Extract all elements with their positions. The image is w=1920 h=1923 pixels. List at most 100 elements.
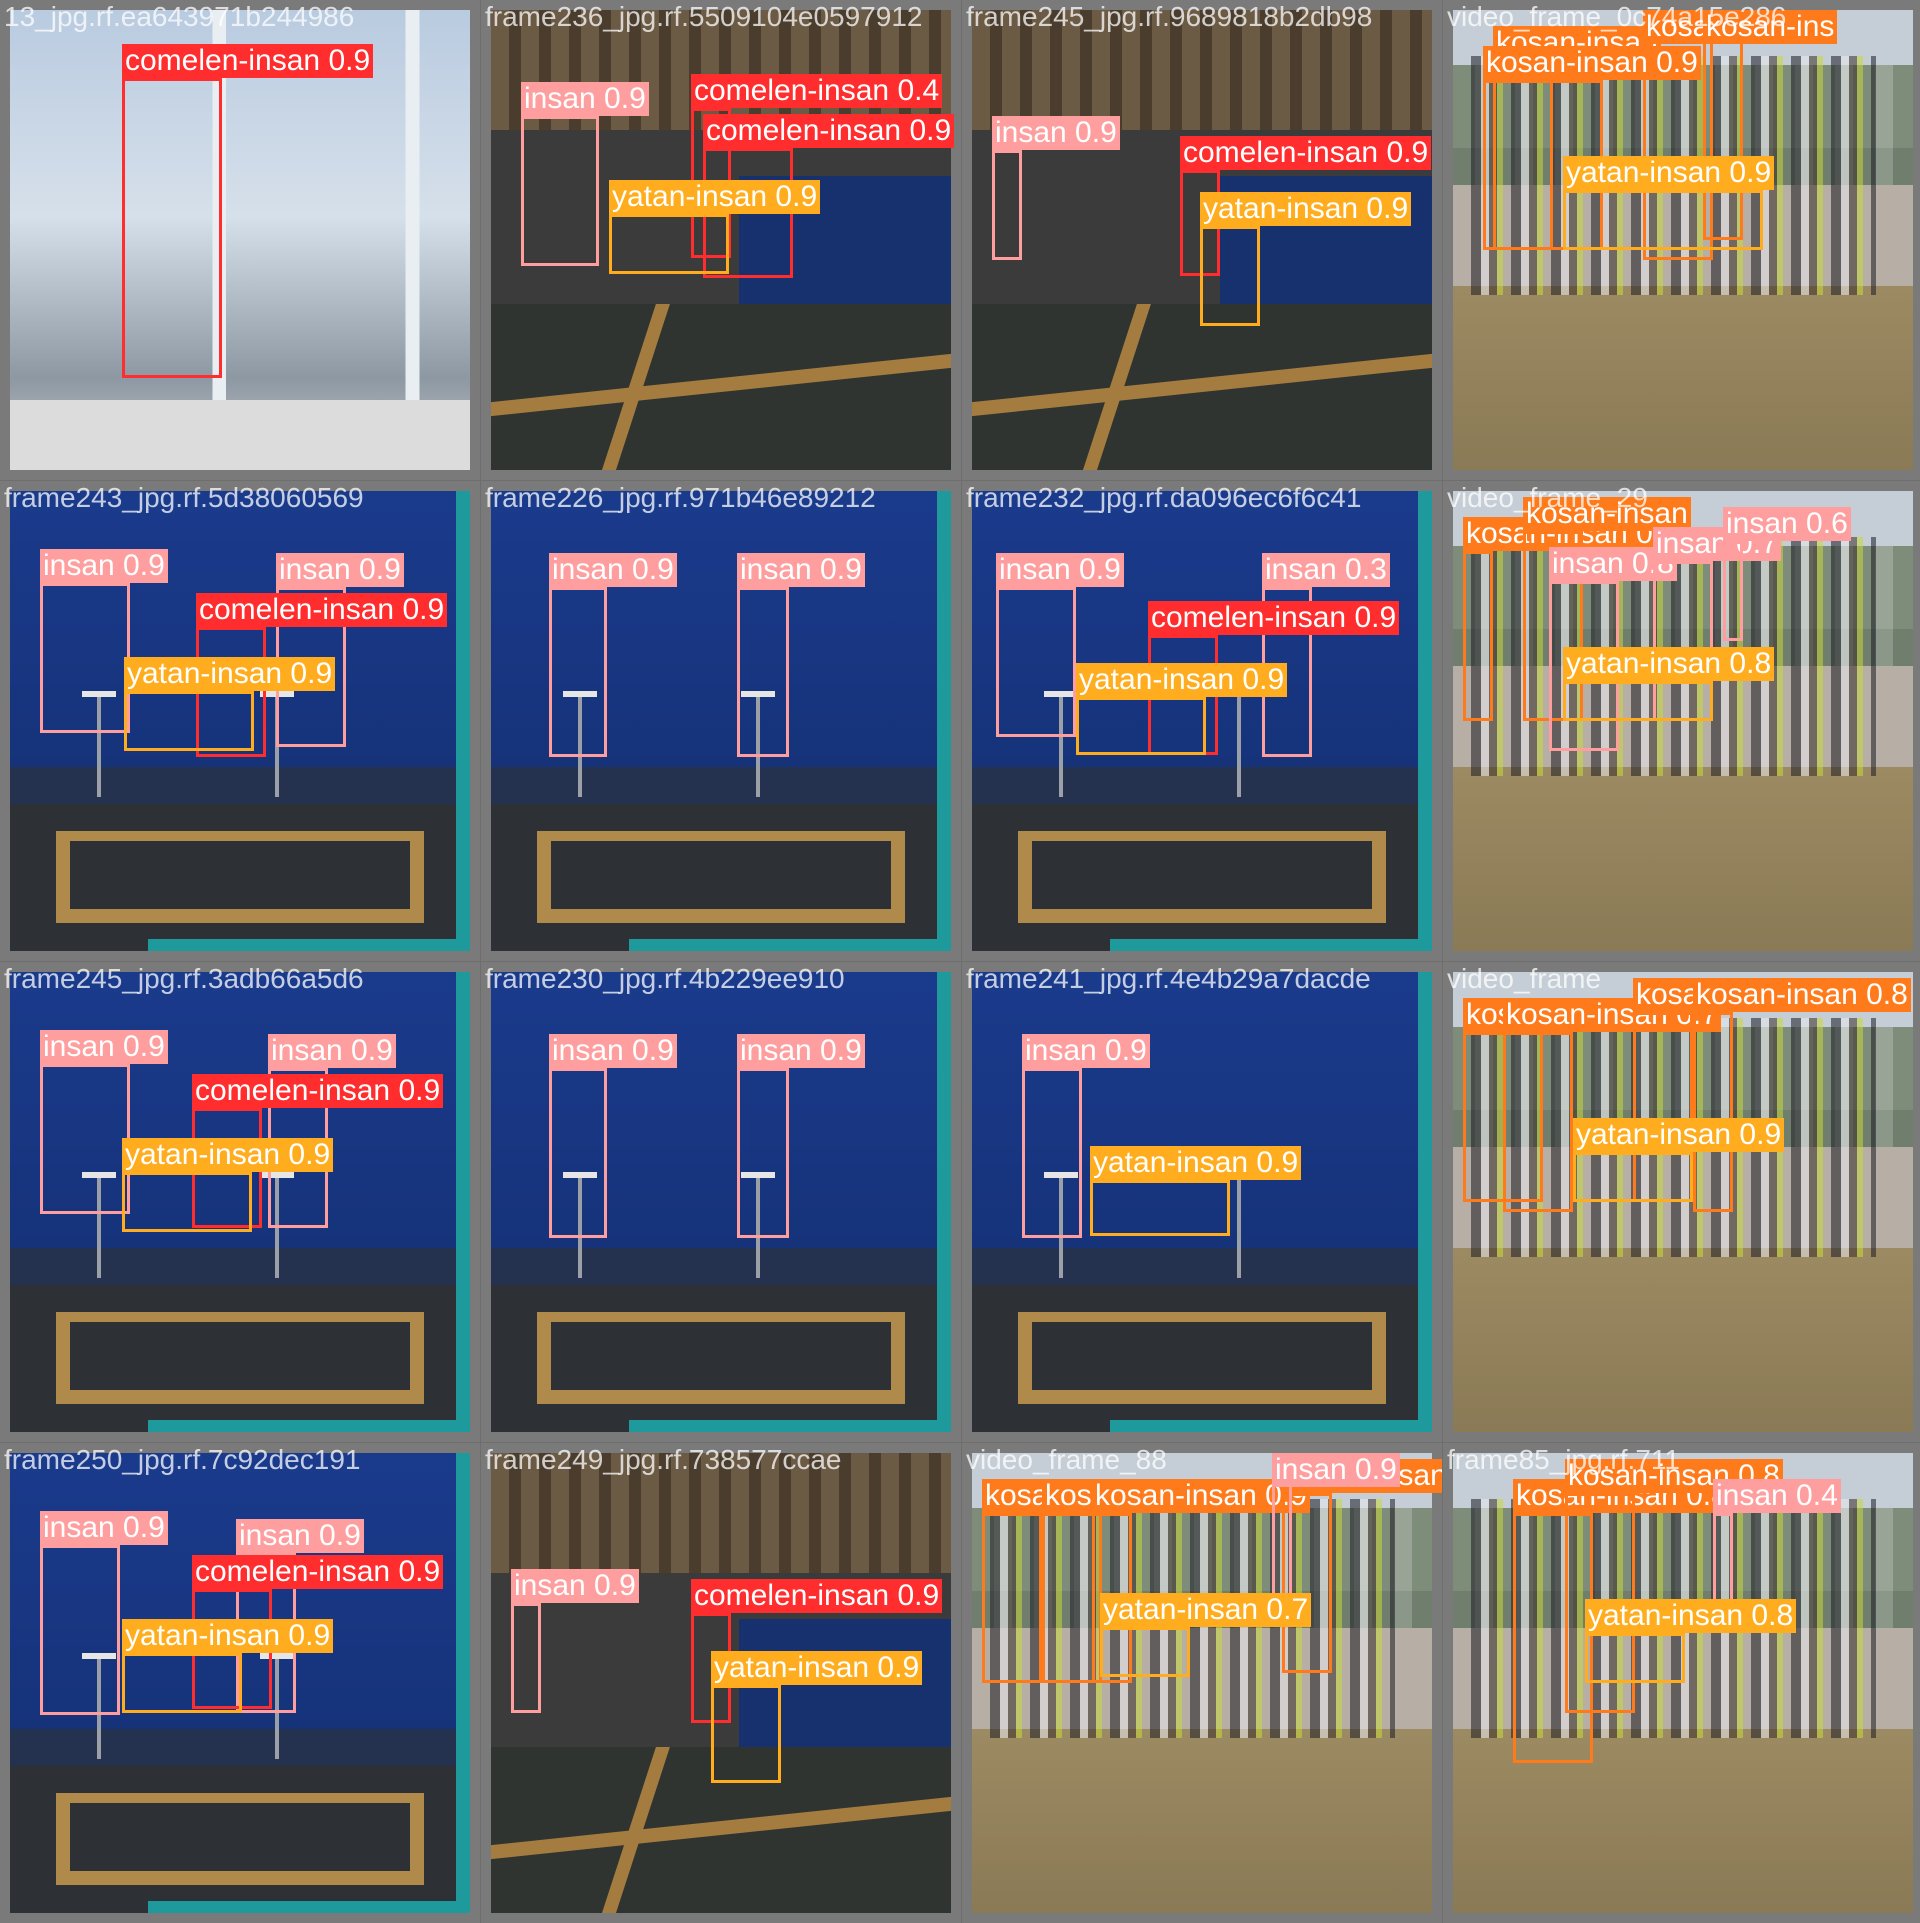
- detection-label: comelen-insan 0.9: [703, 114, 955, 148]
- mosaic-tile: comelen-insan 0.9 13_jpg.rf.ea643971b2449…: [0, 0, 480, 480]
- detection-label: insan 0.7: [1653, 527, 1781, 561]
- detection-label: insan 0.9: [1272, 1453, 1400, 1487]
- detection-label: insan 0.9: [268, 1034, 396, 1068]
- detection-label: yatan-insan 0.8: [1563, 647, 1775, 681]
- mosaic-tile: insan 0.9 comelen-insan 0.4 comelen-insan …: [481, 0, 961, 480]
- tile-photo: [972, 1453, 1432, 1913]
- tile-photo: [972, 972, 1432, 1432]
- tile-filename: frame250_jpg.rf.7c92dec191: [4, 1444, 361, 1475]
- bounding-box: [1272, 1483, 1292, 1603]
- mosaic-tile: insan 0.9 insan 0.9 comelen-insan 0.9 yatan…: [0, 481, 480, 961]
- bounding-box: [996, 587, 1076, 737]
- bounding-box: [711, 1685, 781, 1783]
- mosaic-tile: insan 0.9 insan 0.9 frame226_jpg.rf.971b46…: [481, 481, 961, 961]
- bounding-box: [1463, 551, 1493, 721]
- detection-label: comelen-insan 0.9: [1180, 136, 1432, 170]
- detection-label: yatan-insan 0.9: [122, 1138, 334, 1172]
- detection-label: insan 0.9: [992, 116, 1120, 150]
- tile-photo: [1453, 1453, 1913, 1913]
- detection-label: comelen-insan 0.9: [192, 1074, 444, 1108]
- tile-photo: [10, 491, 470, 951]
- bounding-box: [982, 1513, 1042, 1683]
- bounding-box: [1585, 1633, 1685, 1683]
- mosaic-tile: insan 0.9 comelen-insan 0.9 yatan-insan 0.…: [962, 0, 1442, 480]
- detection-label: insan 0.9: [996, 553, 1124, 587]
- detection-label: comelen-insan 0.9: [122, 44, 374, 78]
- tile-filename: video_frame_0c74a15e286: [1447, 1, 1787, 32]
- tile-filename: 13_jpg.rf.ea643971b244986: [4, 1, 355, 32]
- bounding-box: [1282, 1493, 1332, 1673]
- detection-label: yatan-insan 0.9: [124, 657, 336, 691]
- tile-filename: frame241_jpg.rf.4e4b29a7dacde: [966, 963, 1371, 994]
- mosaic-tile: insan 0.9 insan 0.9 comelen-insan 0.9 yatan…: [0, 1443, 480, 1923]
- bounding-box: [549, 1068, 607, 1238]
- detection-label: comelen-insan 0.9: [1148, 601, 1400, 635]
- mosaic-tile: insan 0.9 insan 0.3 comelen-insan 0.9 yatan…: [962, 481, 1442, 961]
- bounding-box: [521, 116, 599, 266]
- bounding-box: [122, 1653, 242, 1713]
- tile-filename: frame230_jpg.rf.4b229ee910: [485, 963, 845, 994]
- bounding-box: [737, 587, 789, 757]
- bounding-box: [609, 214, 729, 274]
- detection-label: insan 0.9: [40, 1511, 168, 1545]
- detection-label: insan 0.9: [236, 1519, 364, 1553]
- detection-label: kosan-insan: [1523, 497, 1691, 531]
- tile-filename: video_frame_88: [966, 1444, 1167, 1475]
- detection-label: insan 0.9: [737, 1034, 865, 1068]
- tile-photo: [972, 491, 1432, 951]
- detection-label: insan 0.6: [1723, 507, 1851, 541]
- tile-filename: frame249_jpg.rf.738577ccae: [485, 1444, 842, 1475]
- bounding-box: [737, 1068, 789, 1238]
- tile-photo: [10, 10, 470, 470]
- detection-label: yatan-insan 0.8: [1585, 1599, 1797, 1633]
- bounding-box: [1090, 1180, 1230, 1236]
- bounding-box: [1022, 1068, 1082, 1238]
- detection-label: yatan-insan 0.9: [1573, 1118, 1785, 1152]
- detection-label: yatan-insan 0.9: [1076, 663, 1288, 697]
- detection-label: insan 0.3: [1262, 553, 1390, 587]
- detection-label: kosan-ins: [1703, 10, 1838, 44]
- bounding-box: [40, 583, 130, 733]
- detection-label: yatan-insan 0.9: [711, 1651, 923, 1685]
- bounding-box: [992, 150, 1022, 260]
- detection-label: yatan-insan 0.9: [1200, 192, 1412, 226]
- detection-label: yatan-insan 0.9: [1563, 156, 1775, 190]
- tile-filename: frame243_jpg.rf.5d38060569: [4, 482, 364, 513]
- bounding-box: [1693, 1012, 1733, 1212]
- mosaic-tile: insan 0.9 insan 0.9 frame230_jpg.rf.4b229e…: [481, 962, 961, 1442]
- bounding-box: [1513, 1513, 1593, 1763]
- detection-label: kosan-insan 0.9: [1483, 46, 1701, 80]
- tile-filename: frame245_jpg.rf.9689818b2db98: [966, 1, 1373, 32]
- detection-label: yatan-insan 0.9: [609, 180, 821, 214]
- detection-label: insan 0.9: [549, 553, 677, 587]
- detection-label: comelen-insan 0.9: [192, 1555, 444, 1589]
- detection-label: insan 0.9: [737, 553, 865, 587]
- bounding-box: [1100, 1627, 1190, 1677]
- detection-label: insan 0.9: [40, 549, 168, 583]
- mosaic-tile: kosan-insan 0 kosan-insan insan 0.8 insan 0…: [1443, 481, 1920, 961]
- bounding-box: [1503, 1032, 1573, 1212]
- detection-label: insan 0.4: [1713, 1479, 1841, 1513]
- detection-label: yatan-insan 0.9: [122, 1619, 334, 1653]
- bounding-box: [122, 78, 222, 378]
- bounding-box: [40, 1545, 120, 1715]
- detection-label: kosan-insan 0.8: [1565, 1459, 1783, 1493]
- bounding-box: [1523, 531, 1583, 721]
- tile-filename: frame226_jpg.rf.971b46e89212: [485, 482, 876, 513]
- detection-label: yatan-insan 0.9: [1090, 1146, 1302, 1180]
- detection-label: kosan-insan 0.8: [1693, 978, 1911, 1012]
- detection-label: insan 0.9: [511, 1569, 639, 1603]
- bounding-box: [1563, 190, 1763, 250]
- detection-label: insan 0.9: [549, 1034, 677, 1068]
- detection-label: comelen-insan 0.9: [196, 593, 448, 627]
- detection-label: comelen-insan 0.4: [691, 74, 943, 108]
- tile-photo: [1453, 972, 1913, 1432]
- mosaic-tile: insan 0.9 insan 0.9 comelen-insan 0.9 yatan…: [0, 962, 480, 1442]
- bounding-box: [124, 691, 254, 751]
- detection-label: insan 0.9: [1022, 1034, 1150, 1068]
- tile-photo: [491, 972, 951, 1432]
- tile-filename: video_frame_29: [1447, 482, 1648, 513]
- bounding-box: [1563, 681, 1713, 721]
- bounding-box: [1200, 226, 1260, 326]
